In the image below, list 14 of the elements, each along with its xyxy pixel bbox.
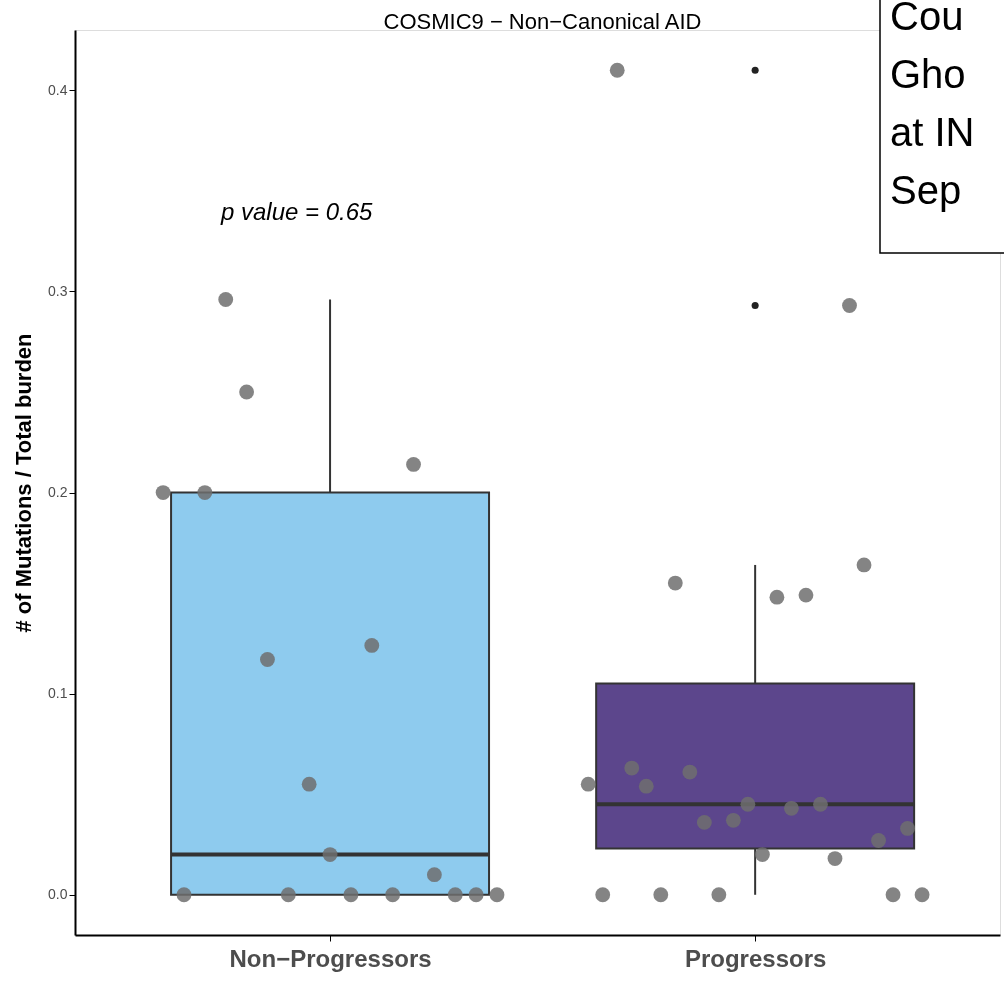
annotation: Gho <box>890 52 966 96</box>
x-tick-label: Non−Progressors <box>229 944 432 972</box>
annotation: p value = 0.65 <box>220 198 374 225</box>
annotation: Cou <box>890 0 964 38</box>
y-tick-label: 0.4 <box>48 81 68 98</box>
y-tick-label: 0.3 <box>48 282 68 299</box>
y-tick-label: 0.2 <box>48 484 68 501</box>
chart-title: COSMIC9 − Non−Canonical AID <box>383 9 702 34</box>
y-tick-label: 0.1 <box>48 685 68 702</box>
y-tick-label: 0.0 <box>48 886 68 903</box>
annotation: at IN <box>890 110 975 154</box>
annotation: Sep <box>890 168 962 212</box>
x-tick-label: Progressors <box>684 944 827 972</box>
y-axis-title: # of Mutations / Total burden <box>11 333 37 633</box>
